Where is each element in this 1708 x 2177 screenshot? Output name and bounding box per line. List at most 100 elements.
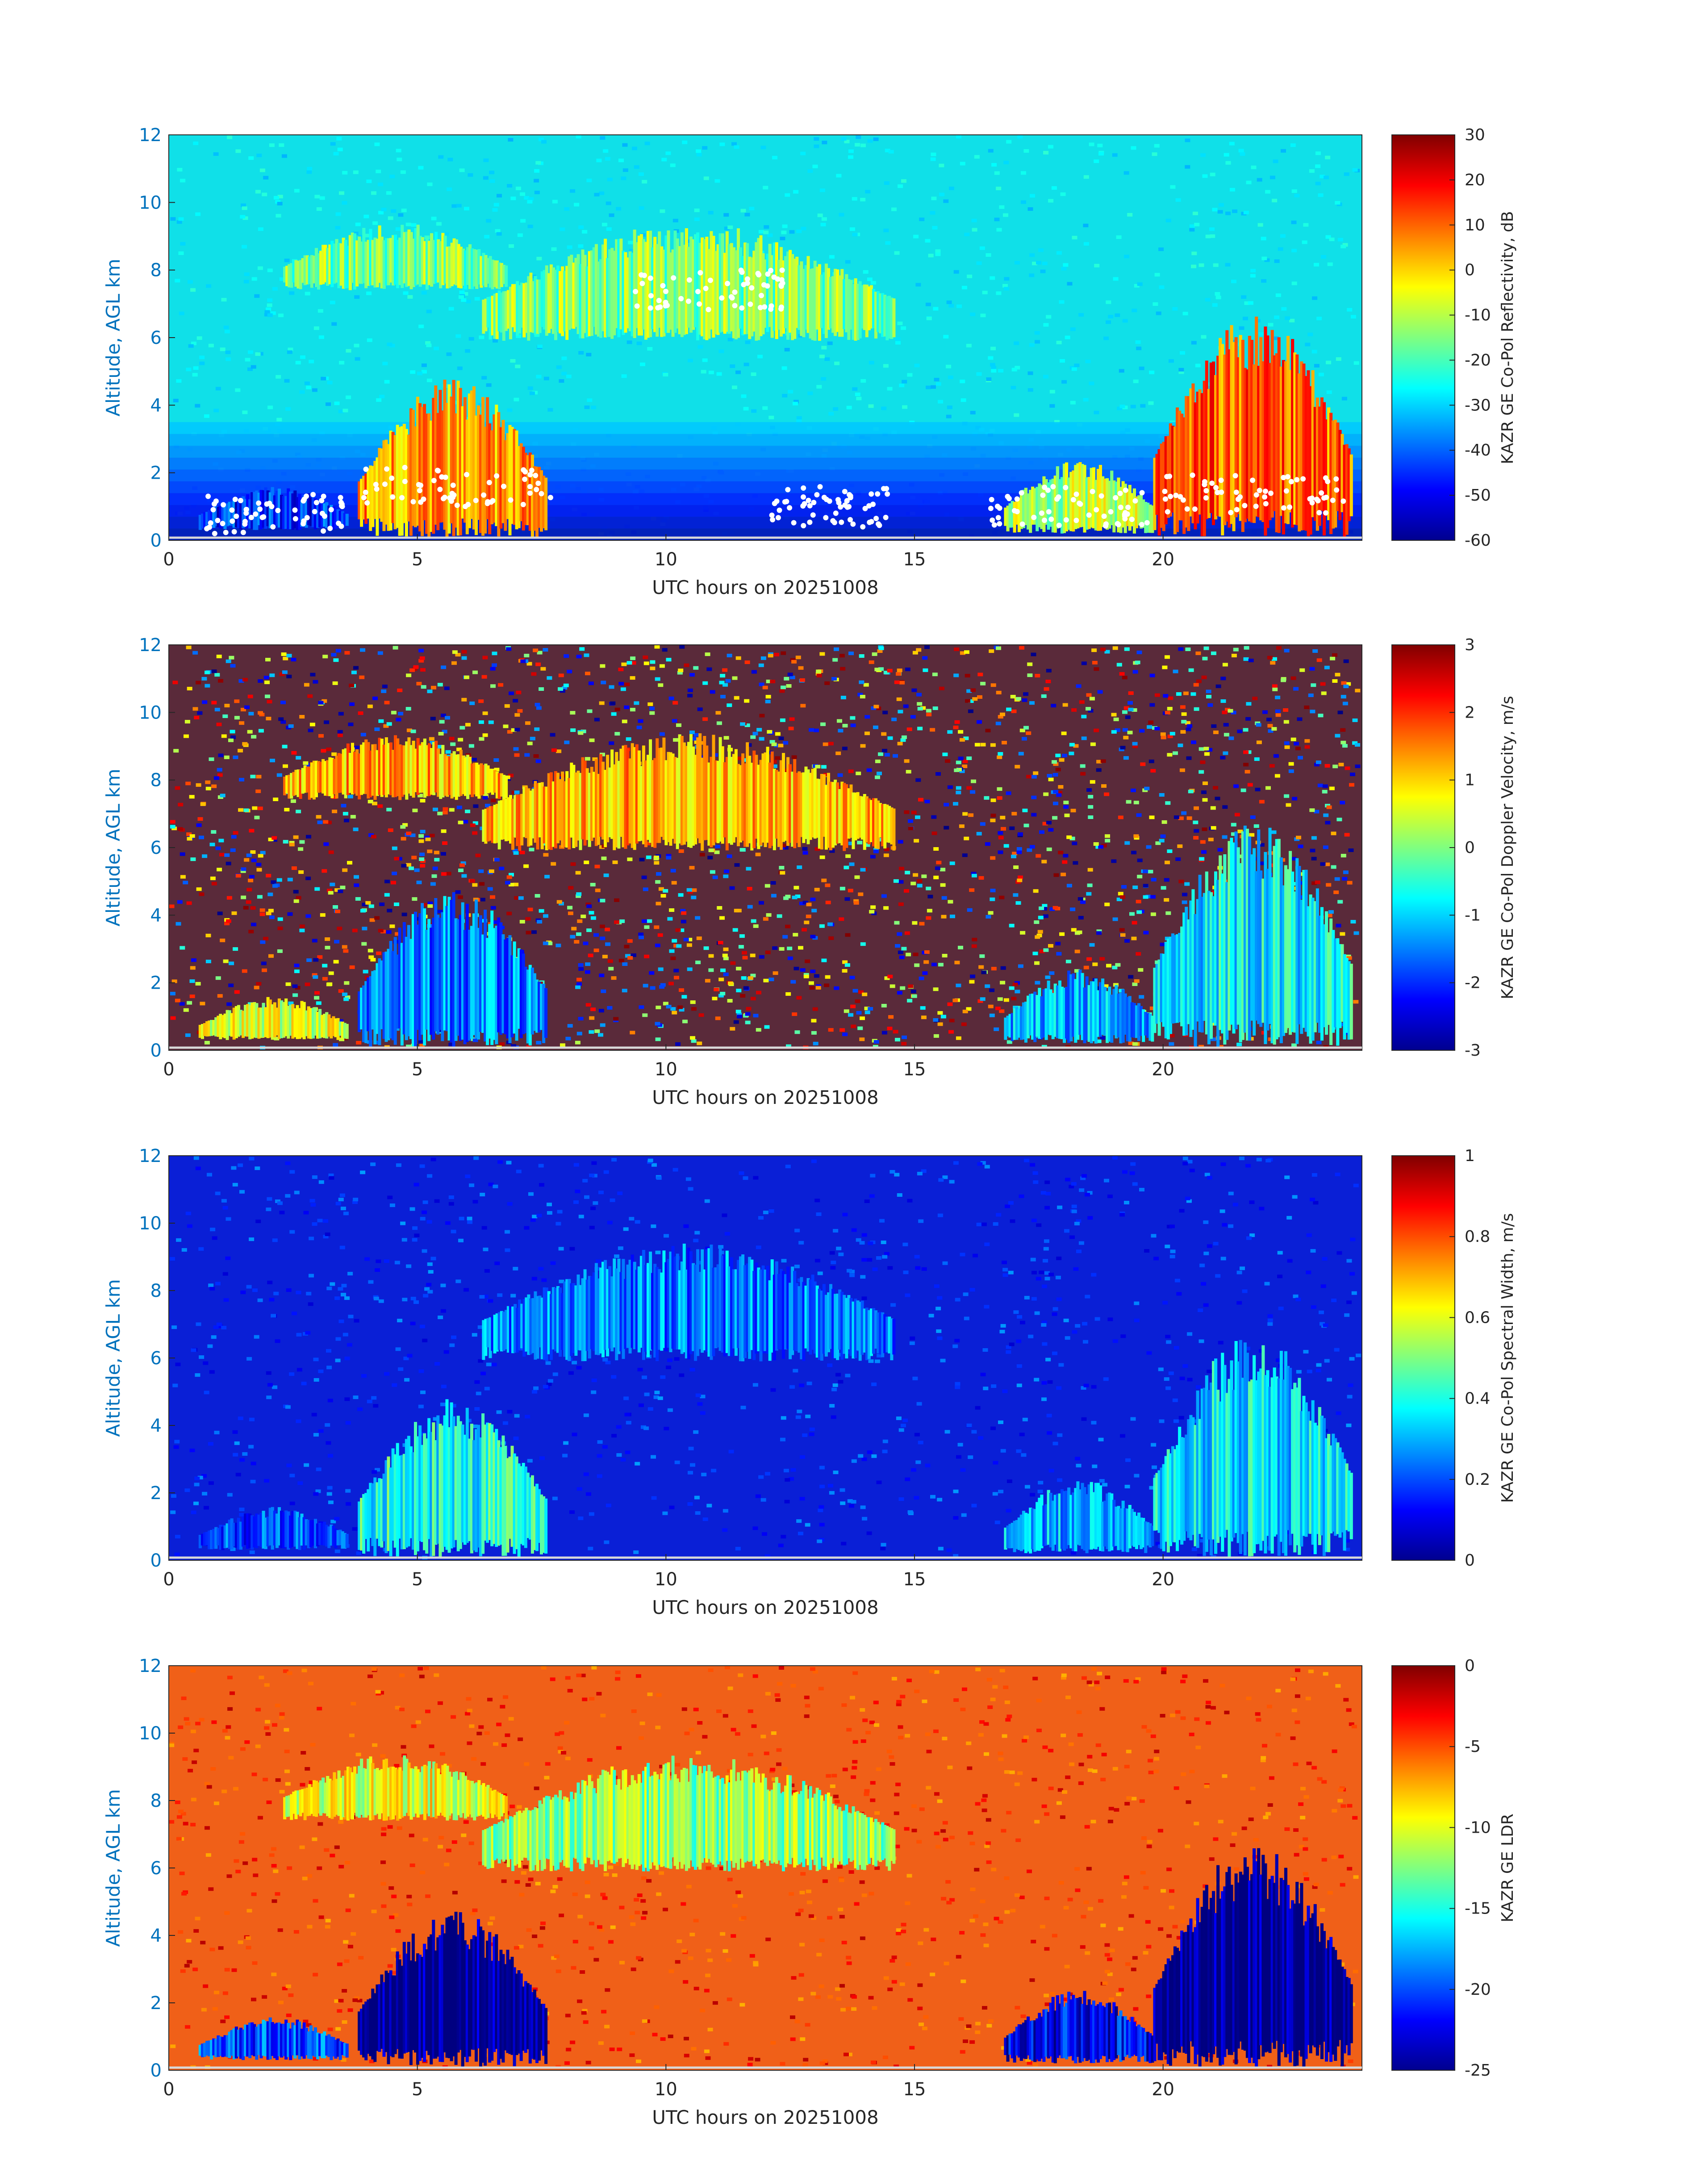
noise-pixel — [378, 929, 384, 932]
noise-pixel — [543, 853, 549, 857]
noise-pixel — [1215, 797, 1220, 801]
noise-pixel — [646, 855, 651, 859]
noise-pixel — [570, 728, 576, 732]
noise-pixel — [904, 810, 910, 814]
noise-pixel — [576, 655, 582, 659]
noise-pixel — [377, 651, 383, 655]
noise-pixel — [1089, 142, 1094, 146]
cloud-base-dot — [1262, 494, 1268, 500]
noise-pixel — [844, 865, 849, 869]
cloud-column — [1146, 502, 1150, 533]
noise-pixel — [1241, 295, 1247, 299]
noise-pixel — [765, 700, 771, 703]
noise-pixel — [360, 648, 365, 652]
cloud-base-dot — [527, 490, 533, 496]
noise-pixel — [897, 991, 902, 995]
noise-pixel — [267, 313, 273, 317]
cloud-column — [358, 481, 361, 519]
noise-pixel — [349, 965, 355, 969]
cloud-base-dot — [860, 524, 866, 530]
noise-pixel — [176, 220, 182, 224]
noise-pixel — [1048, 944, 1053, 948]
noise-pixel — [427, 689, 433, 694]
cloud-column — [391, 951, 395, 1040]
noise-pixel — [580, 915, 586, 919]
noise-pixel — [316, 207, 322, 211]
cloud-column — [339, 243, 343, 286]
cloud-column — [748, 256, 752, 339]
noise-pixel — [683, 938, 689, 941]
noise-pixel — [330, 882, 335, 886]
noise-pixel — [919, 217, 925, 221]
cloud-column — [296, 769, 300, 797]
noise-pixel — [1027, 388, 1033, 392]
cloud-column — [479, 915, 482, 1032]
cloud-base-dot — [634, 303, 640, 309]
noise-pixel — [1324, 175, 1329, 180]
noise-pixel — [1268, 323, 1274, 327]
noise-pixel — [300, 355, 305, 359]
noise-pixel — [1343, 870, 1349, 874]
cloud-base-dot — [1103, 523, 1108, 529]
cloud-column — [1295, 354, 1299, 526]
noise-pixel — [270, 759, 275, 762]
noise-pixel — [660, 209, 665, 213]
noise-pixel — [783, 741, 789, 745]
noise-pixel — [616, 207, 622, 211]
noise-pixel — [221, 734, 227, 738]
noise-pixel — [268, 954, 274, 958]
cloud-base-dot — [1288, 479, 1294, 485]
noise-pixel — [593, 949, 599, 953]
noise-pixel — [751, 409, 757, 413]
noise-pixel — [638, 719, 643, 723]
noise-pixel — [1202, 174, 1208, 178]
noise-pixel — [1128, 1041, 1134, 1045]
noise-pixel — [391, 881, 396, 885]
noise-pixel — [196, 783, 201, 787]
noise-pixel — [514, 727, 520, 731]
noise-pixel — [744, 213, 750, 217]
noise-pixel — [339, 1037, 345, 1041]
noise-pixel — [374, 142, 380, 146]
cloud-base-dot — [1011, 508, 1017, 514]
noise-pixel — [347, 794, 353, 798]
noise-pixel — [1318, 714, 1324, 718]
cloud-column — [389, 941, 393, 1039]
colorbar-tick-label: 20 — [1465, 171, 1485, 189]
noise-pixel — [1341, 854, 1346, 857]
cloud-column — [1036, 487, 1039, 531]
noise-pixel — [533, 754, 539, 758]
noise-pixel — [280, 701, 286, 704]
noise-pixel — [589, 738, 595, 742]
noise-pixel — [859, 654, 864, 658]
noise-pixel — [535, 702, 540, 706]
noise-pixel — [241, 895, 246, 899]
cloud-column — [1194, 402, 1197, 530]
noise-pixel — [926, 385, 931, 389]
noise-pixel — [609, 741, 614, 745]
cloud-base-dot — [1168, 493, 1173, 499]
cloud-column — [409, 939, 413, 1039]
cloud-column — [501, 420, 505, 523]
noise-pixel — [389, 175, 395, 179]
noise-pixel — [824, 357, 830, 361]
noise-pixel — [461, 650, 467, 654]
cloud-column — [530, 967, 534, 1035]
noise-pixel — [763, 186, 768, 190]
noise-pixel — [894, 680, 900, 684]
cloud-column — [324, 761, 327, 796]
noise-pixel — [1194, 707, 1199, 711]
colorbar-tick-label: 10 — [1465, 216, 1485, 234]
cloud-column — [334, 1018, 338, 1037]
cloud-column — [544, 477, 548, 531]
noise-pixel — [784, 348, 790, 351]
noise-pixel — [1185, 648, 1191, 651]
noise-pixel — [904, 931, 910, 935]
cloud-base-dot — [768, 267, 774, 273]
cloud-base-dot — [671, 275, 677, 281]
noise-pixel — [1149, 703, 1155, 707]
cloud-column — [1334, 419, 1337, 528]
noise-pixel — [470, 879, 475, 883]
cloud-column — [321, 1015, 324, 1038]
cloud-base-dot — [215, 518, 221, 523]
